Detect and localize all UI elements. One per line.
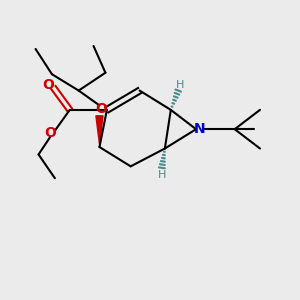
Polygon shape: [96, 116, 103, 144]
Text: H: H: [158, 170, 166, 180]
Text: N: N: [194, 122, 206, 136]
Text: O: O: [42, 78, 54, 92]
Text: O: O: [44, 126, 56, 140]
Text: O: O: [95, 102, 107, 116]
Text: H: H: [176, 80, 184, 90]
